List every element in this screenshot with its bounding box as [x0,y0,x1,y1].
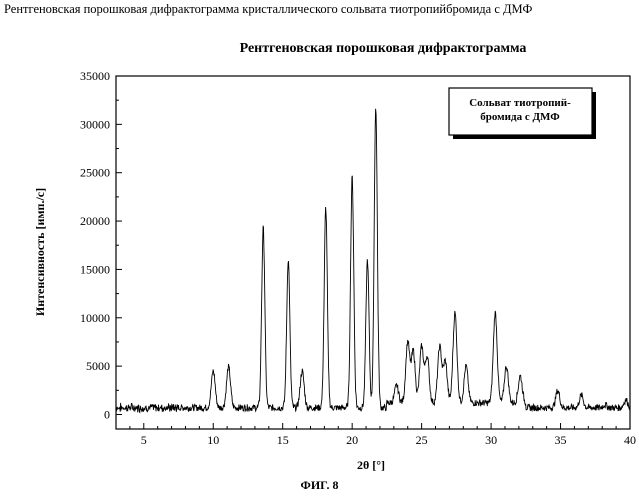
y-tick-label: 0 [104,407,110,421]
x-tick-label: 40 [624,433,636,447]
y-tick-label: 15000 [80,262,110,276]
legend-box [448,87,593,136]
x-tick-label: 10 [207,433,219,447]
x-tick-label: 35 [555,433,567,447]
figure-caption: Рентгеновская порошковая дифрактограмма … [4,2,533,16]
chart-title: Рентгеновская порошковая дифрактограмма [240,41,527,56]
y-tick-label: 35000 [80,69,110,83]
plot-area [115,75,631,430]
y-tick-label: 25000 [80,166,110,180]
diffraction-trace [115,108,631,414]
x-tick-label: 15 [277,433,289,447]
plot-frame [115,75,631,430]
y-tick-label: 10000 [80,311,110,325]
legend: Сольват тиотропий- бромида с ДМФ [448,87,596,139]
x-axis-label: 2θ [°] [357,458,385,472]
x-tick-label: 25 [416,433,428,447]
axis-ticks [116,75,631,429]
x-tick-label: 30 [485,433,497,447]
y-tick-label: 5000 [86,359,110,373]
x-tick-label: 5 [141,433,147,447]
x-tick-label: 20 [346,433,358,447]
x-tick-labels: 5 10 15 20 25 30 35 40 [141,433,636,447]
y-tick-labels: 0 5000 10000 15000 20000 25000 30000 35000 [80,69,110,421]
legend-line-2: бромида с ДМФ [480,111,560,123]
legend-line-1: Сольват тиотропий- [469,97,571,109]
y-axis-label: Интенсивность [имп./с] [33,188,47,316]
y-tick-label: 30000 [80,117,110,131]
figure-label: ФИГ. 8 [300,478,339,492]
y-tick-label: 20000 [80,214,110,228]
